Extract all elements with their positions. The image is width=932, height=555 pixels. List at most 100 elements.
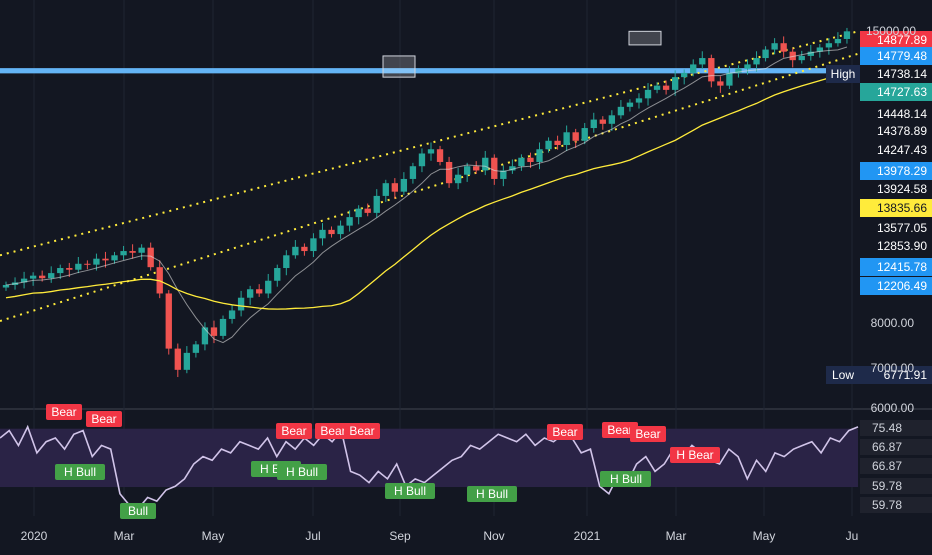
rsi-label-bg (860, 497, 932, 513)
channel-lower (0, 52, 859, 322)
rsi-signal: H Bull (55, 464, 105, 480)
rsi-signal-badge (86, 411, 122, 427)
candle-body (635, 98, 643, 103)
rsi-signal-label: H Bull (394, 484, 426, 498)
candle-body (219, 318, 227, 336)
price-label: 13577.05 (877, 221, 927, 235)
candle-body (355, 208, 362, 218)
price-label-bg (860, 31, 932, 49)
rsi-signal-label: H Bear (676, 448, 713, 462)
candle-body (744, 64, 751, 69)
x-axis: 2020 Mar May Jul Sep Nov 2021 Mar May Ju (21, 529, 859, 543)
rsi-signal-badge (344, 423, 380, 439)
candle-body (29, 275, 37, 279)
candle-body (346, 217, 353, 226)
price-label: 13835.66 (877, 201, 927, 215)
rsi-signal-badge (602, 422, 638, 438)
rsi-signal-label: Bear (552, 425, 577, 439)
candle-body (789, 51, 796, 61)
price-label: 6771.91 (884, 368, 928, 382)
price-label-bg (860, 47, 932, 65)
rsi-signal-label: Bear (320, 424, 345, 438)
candle-body (93, 258, 100, 265)
candle-body (825, 43, 833, 48)
price-label: 12853.90 (877, 239, 927, 253)
rsi-signal-badge (601, 471, 651, 487)
candle-body (373, 195, 380, 213)
candle-body (653, 85, 661, 90)
rsi-signal: Bear (86, 411, 122, 427)
candle-body (518, 157, 525, 167)
channel-upper (0, 30, 859, 257)
moving-average-slow (5, 72, 848, 310)
candle-body (301, 246, 308, 252)
rsi-signal-label: H Bull (286, 465, 318, 479)
rsi-tick-label: 59.78 (872, 498, 902, 512)
rsi-signal-badge (385, 483, 435, 499)
x-tick-label: 2021 (574, 529, 601, 543)
candle-body (337, 225, 344, 235)
candle-body (843, 31, 851, 39)
rsi-signal: H Bull (277, 464, 327, 480)
price-label-bg (860, 65, 932, 83)
candle-body (626, 102, 634, 107)
candle-body (48, 273, 55, 279)
rsi-tick-label: 59.78 (872, 479, 902, 493)
x-tick-label: May (753, 529, 776, 543)
rsi-signal-label: Bear (281, 424, 306, 438)
candle-body (807, 51, 814, 56)
highlight-box (628, 30, 662, 46)
y-tick-label: 6000.00 (871, 401, 915, 415)
rsi-signal-label: Bear (607, 423, 632, 437)
rsi-tick-label: 75.48 (872, 421, 902, 435)
candle-body (536, 149, 543, 162)
price-label: 13978.29 (877, 164, 927, 178)
rsi-label-bg (860, 439, 932, 455)
rsi-signal-label: H Bull (610, 472, 642, 486)
price-label: 12415.78 (877, 260, 927, 274)
price-label: 13924.58 (877, 182, 927, 196)
candle-body (753, 58, 760, 65)
candle-body (726, 72, 733, 86)
x-tick-label: Mar (114, 529, 135, 543)
candle-body (644, 89, 652, 99)
rsi-signal: Bear (46, 404, 82, 420)
candle-body (491, 157, 498, 179)
candle-body (39, 275, 46, 279)
candle-body (84, 263, 91, 265)
rsi-signal-badge (670, 447, 720, 463)
rsi-tick-label: 66.87 (872, 440, 902, 454)
candle-body (816, 47, 823, 52)
candle-body (780, 43, 787, 52)
candle-body (834, 38, 842, 44)
rsi-signal-badge (315, 423, 351, 439)
y-axis: 14877.89 14779.48 14738.14 High 14727.63 1444… (826, 24, 932, 513)
rsi-signal-badge (277, 464, 327, 480)
price-label-bg (860, 162, 932, 180)
candle-body (798, 55, 805, 61)
price-label: 14738.14 (877, 67, 927, 81)
price-label: 14779.48 (877, 49, 927, 63)
candle-body (391, 183, 398, 192)
rsi-signal: Bear (547, 424, 583, 440)
rsi-signal: Bear (315, 423, 351, 439)
candle-body (129, 251, 136, 253)
price-tag-bg (826, 65, 860, 83)
candle-body (662, 85, 670, 90)
candle-body (500, 170, 507, 179)
candle-body (563, 132, 570, 146)
rsi-signal-badge (630, 426, 666, 442)
x-tick-label: Jul (305, 529, 320, 543)
price-label: 14448.14 (877, 107, 927, 121)
candle-body (509, 166, 516, 171)
price-label: 14877.89 (877, 33, 927, 47)
rsi-label-bg (860, 420, 932, 436)
candle-body (319, 229, 326, 239)
candle-body (599, 119, 606, 124)
rsi-signal-badge (547, 424, 583, 440)
candle-body (445, 161, 453, 184)
candle-body (608, 115, 616, 124)
candle-body (102, 258, 109, 261)
candle-body (427, 149, 435, 154)
